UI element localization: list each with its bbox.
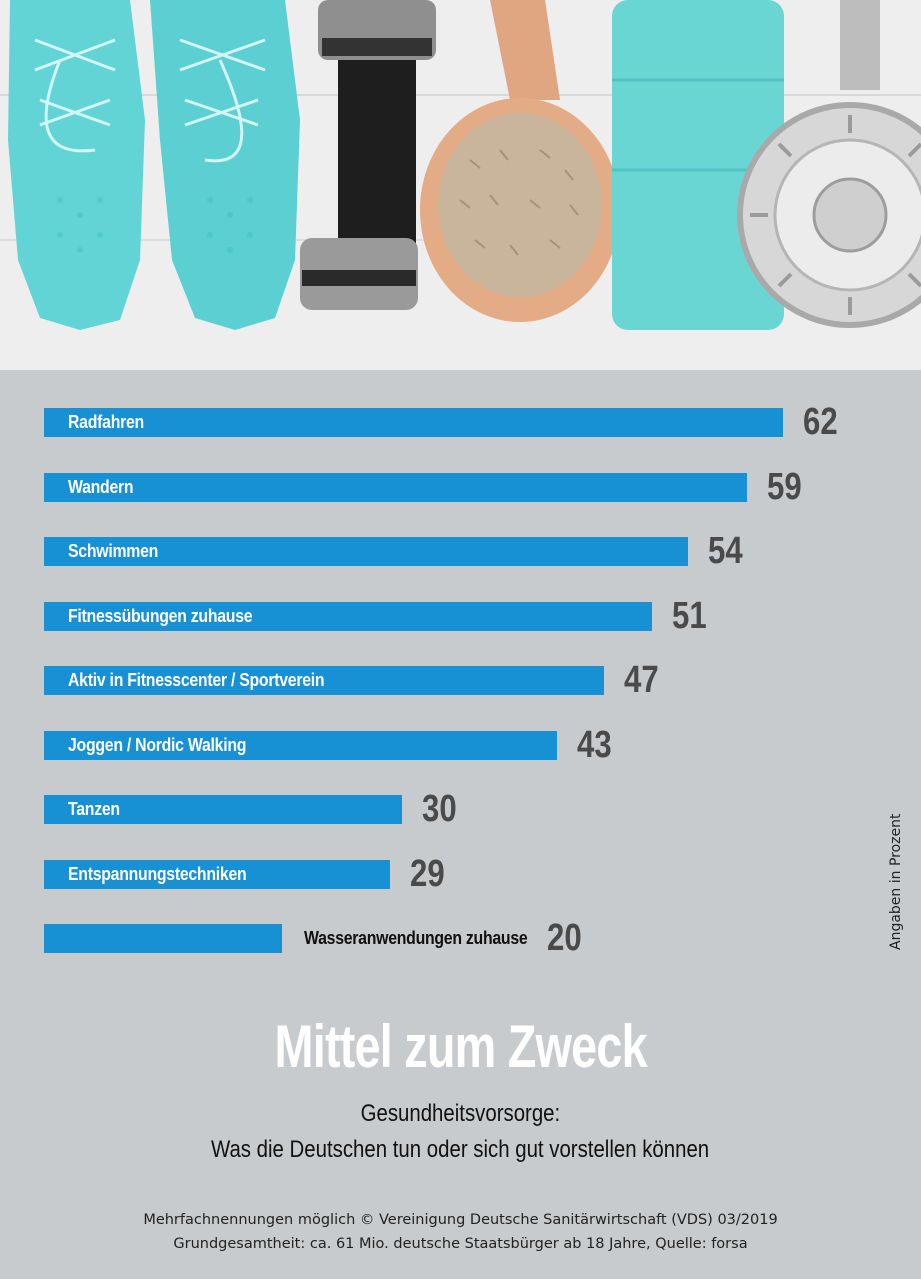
bar-value-5: 47 [624, 660, 659, 700]
bar-label-2: Wandern [68, 473, 133, 502]
bar-value-6: 43 [577, 725, 612, 765]
chart-subtitle-line2: Was die Deutschen tun oder sich gut vors… [0, 1136, 921, 1164]
bar-2 [44, 473, 747, 502]
bar-value-1: 62 [803, 402, 838, 442]
bar-9 [44, 924, 282, 953]
bar-1 [44, 408, 783, 437]
bar-value-9: 20 [547, 918, 582, 958]
unit-note: Angaben in Prozent [888, 814, 904, 951]
chart-subtitle-line1: Gesundheitsvorsorge: [0, 1100, 921, 1128]
bar-label-4: Fitnessübungen zuhause [68, 602, 252, 631]
bar-value-4: 51 [672, 596, 707, 636]
bar-value-2: 59 [767, 467, 802, 507]
bar-value-7: 30 [422, 789, 457, 829]
bar-value-3: 54 [708, 531, 743, 571]
bar-label-6: Joggen / Nordic Walking [68, 731, 246, 760]
bar-value-8: 29 [410, 854, 445, 894]
bar-chart: Radfahren 62 Wandern 59 Schwimmen 54 Fitnessüb… [0, 370, 921, 1010]
bar-label-1: Radfahren [68, 408, 144, 437]
chart-title: Mittel zum Zweck [0, 1012, 921, 1081]
bar-label-5: Aktiv in Fitnesscenter / Sportverein [68, 666, 324, 695]
footer-source-line2: Grundgesamtheit: ca. 61 Mio. deutsche St… [0, 1236, 921, 1252]
bar-label-7: Tanzen [68, 795, 120, 824]
footer-note-line1: Mehrfachnennungen möglich © Vereinigung … [0, 1212, 921, 1228]
wellness-photo-illustration [0, 0, 921, 370]
bar-label-3: Schwimmen [68, 537, 158, 566]
header-photo [0, 0, 921, 370]
bar-label-8: Entspannungstechniken [68, 860, 246, 889]
bar-label-9: Wasseranwendungen zuhause [304, 924, 527, 953]
